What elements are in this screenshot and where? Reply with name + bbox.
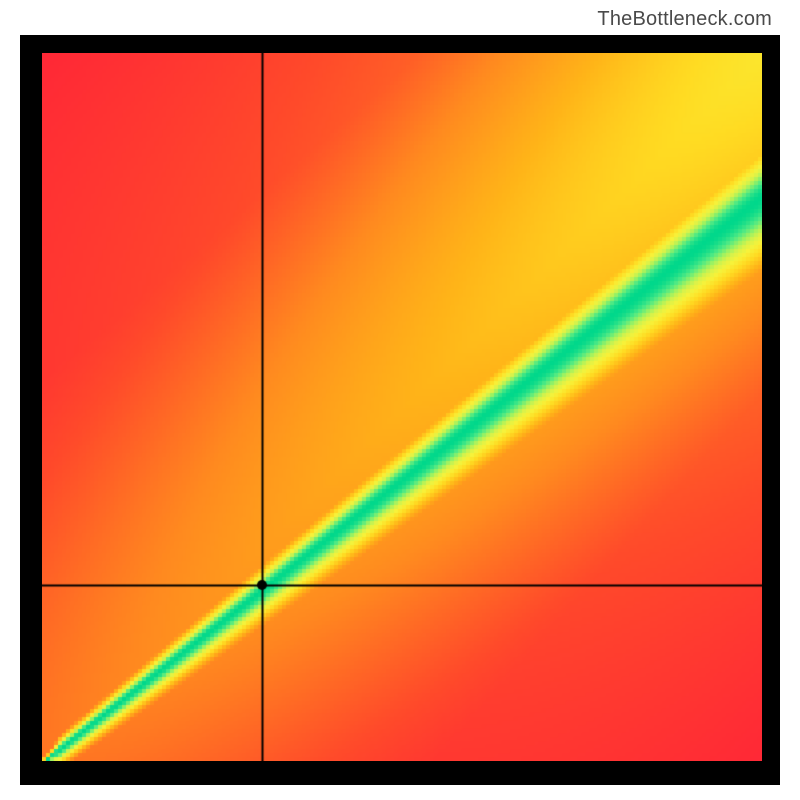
chart-container: TheBottleneck.com [0,0,800,800]
chart-plot-area [42,53,762,761]
chart-frame [20,35,780,785]
watermark-text: TheBottleneck.com [597,8,772,31]
heatmap-canvas [42,53,762,761]
